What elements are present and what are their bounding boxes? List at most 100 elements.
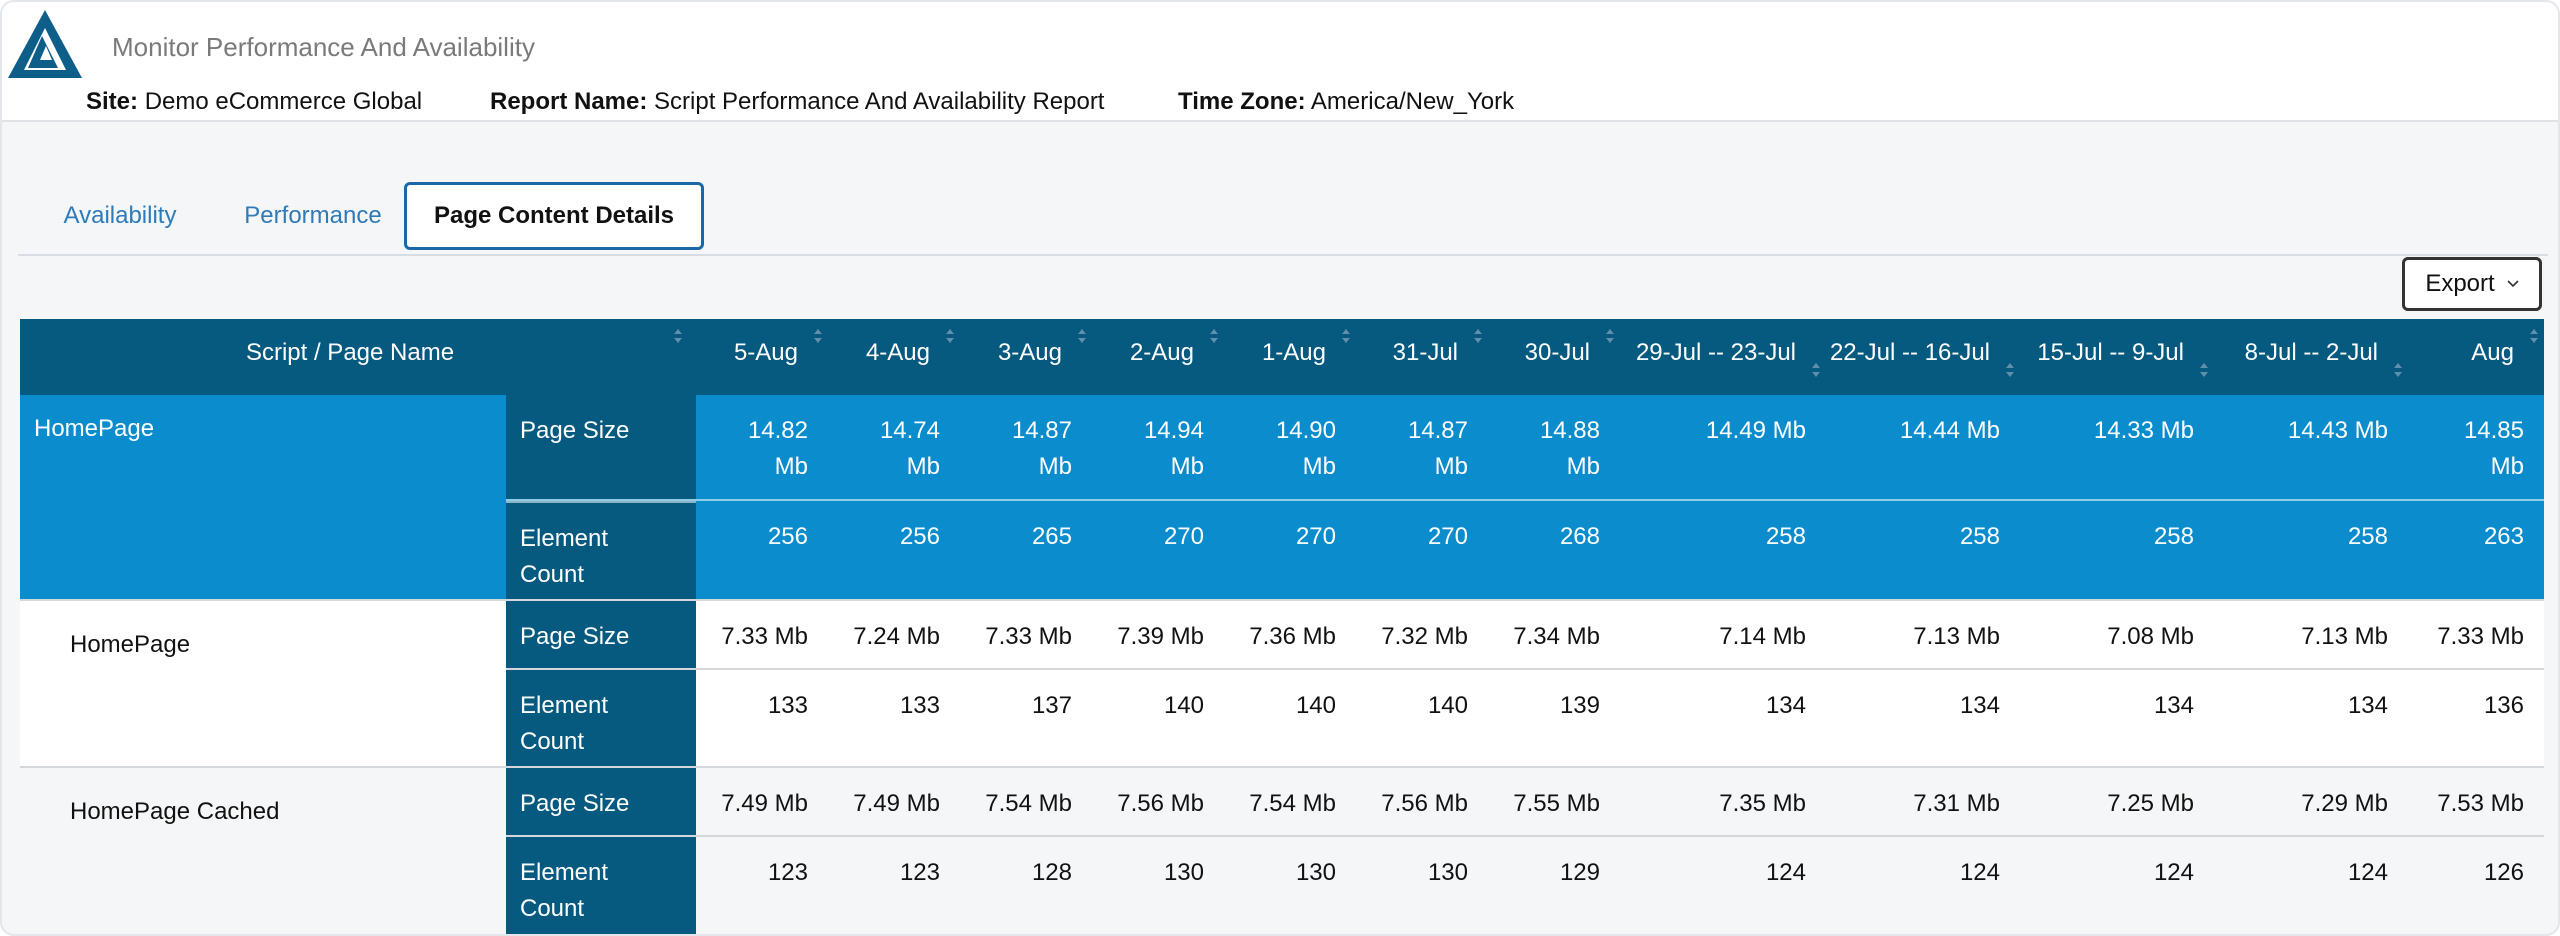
column-header-script-page-name[interactable]: Script / Page Name — [20, 319, 696, 395]
cell-value: 7.53 Mb — [2437, 790, 2524, 817]
cell-value: 258 — [1959, 523, 2000, 550]
value-cell: 134 — [2020, 670, 2214, 770]
metric-label-cell: Element Count — [506, 670, 696, 770]
report-name-info: Report Name: Script Performance And Avai… — [490, 88, 1104, 116]
value-cell: 256 — [696, 501, 828, 601]
sort-icon — [1812, 363, 1820, 377]
value-cell: 7.36 Mb — [1224, 601, 1356, 668]
cell-value: 14.74 Mb — [879, 417, 940, 480]
metric-label: Page Size — [520, 623, 630, 650]
metric-label: Element Count — [520, 692, 609, 755]
table-row: Element Count 256 256 265 270 270 270 268 258 258… — [506, 499, 2544, 601]
value-cell: 7.49 Mb — [696, 768, 828, 835]
value-cell: 14.90 Mb — [1224, 395, 1356, 499]
cell-value: 7.33 Mb — [2437, 623, 2524, 650]
cell-value: 134 — [1959, 692, 2000, 719]
value-cell: 258 — [2214, 501, 2408, 601]
value-cell: 140 — [1356, 670, 1488, 770]
value-cell: 7.24 Mb — [828, 601, 960, 668]
column-header-label: 30-Jul — [1524, 339, 1590, 366]
value-cell: 7.53 Mb — [2408, 768, 2544, 835]
cell-value: 7.24 Mb — [853, 623, 940, 650]
value-cell: 14.74 Mb — [828, 395, 960, 499]
value-cell: 134 — [2214, 670, 2408, 770]
column-header-date[interactable]: 2-Aug — [1092, 319, 1224, 395]
table-row: Page Size 14.82 Mb 14.74 Mb 14.87 Mb 14.94 M… — [506, 395, 2544, 499]
tab-availability[interactable]: Availability — [63, 202, 177, 229]
column-header-date[interactable]: 8-Jul -- 2-Jul — [2214, 319, 2408, 395]
cell-value: 14.87 Mb — [1011, 417, 1072, 480]
metric-label: Page Size — [520, 790, 630, 817]
value-cell: 7.54 Mb — [1224, 768, 1356, 835]
cell-value: 14.87 Mb — [1407, 417, 1468, 480]
value-cell: 7.08 Mb — [2020, 601, 2214, 668]
sort-icon — [1210, 329, 1218, 343]
column-header-date[interactable]: 31-Jul — [1356, 319, 1488, 395]
cell-value: 134 — [2153, 692, 2194, 719]
cell-value: 265 — [1031, 523, 1072, 550]
cell-value: 123 — [767, 859, 808, 886]
column-header-date[interactable]: 29-Jul -- 23-Jul — [1620, 319, 1826, 395]
cell-value: 136 — [2483, 692, 2524, 719]
sort-icon — [1606, 329, 1614, 343]
cell-value: 7.13 Mb — [1913, 623, 2000, 650]
table-row: Page Size 7.49 Mb 7.49 Mb 7.54 Mb 7.56 Mb 7.5… — [506, 768, 2544, 835]
value-cell: 7.33 Mb — [960, 601, 1092, 668]
value-cell: 14.88 Mb — [1488, 395, 1620, 499]
value-cell: 133 — [828, 670, 960, 770]
column-header-date[interactable]: Aug — [2408, 319, 2544, 395]
value-cell: 7.39 Mb — [1092, 601, 1224, 668]
export-button[interactable]: Export — [2402, 257, 2542, 311]
value-cell: 14.87 Mb — [960, 395, 1092, 499]
cell-value: 14.49 Mb — [1705, 417, 1806, 444]
cell-value: 7.54 Mb — [1249, 790, 1336, 817]
site-label: Site: — [86, 88, 139, 115]
cell-value: 258 — [1765, 523, 1806, 550]
value-cell: 7.25 Mb — [2020, 768, 2214, 835]
value-cell: 123 — [828, 837, 960, 934]
value-cell: 133 — [696, 670, 828, 770]
column-header-date[interactable]: 15-Jul -- 9-Jul — [2020, 319, 2214, 395]
column-header-label: 29-Jul -- 23-Jul — [1635, 339, 1796, 366]
cell-value: 14.44 Mb — [1899, 417, 2000, 444]
metric-label-cell: Page Size — [506, 395, 696, 499]
table-row: Page Size 7.33 Mb 7.24 Mb 7.33 Mb 7.39 Mb 7.3… — [506, 601, 2544, 668]
cell-value: 258 — [2347, 523, 2388, 550]
cell-value: 130 — [1427, 859, 1468, 886]
value-cell: 130 — [1356, 837, 1488, 934]
value-cell: 7.49 Mb — [828, 768, 960, 835]
value-cell: 137 — [960, 670, 1092, 770]
cell-value: 7.55 Mb — [1513, 790, 1600, 817]
cell-value: 129 — [1559, 859, 1600, 886]
column-header-date[interactable]: 5-Aug — [696, 319, 828, 395]
metric-label: Page Size — [520, 417, 630, 444]
value-cell: 14.82 Mb — [696, 395, 828, 499]
value-cell: 7.54 Mb — [960, 768, 1092, 835]
value-cell: 7.56 Mb — [1356, 768, 1488, 835]
value-cell: 7.34 Mb — [1488, 601, 1620, 668]
column-header-label: 31-Jul — [1392, 339, 1458, 366]
tab-page-content-details[interactable]: Page Content Details — [404, 182, 704, 250]
cell-value: 256 — [899, 523, 940, 550]
cell-value: 7.31 Mb — [1913, 790, 2000, 817]
report-tabs: Availability Performance Page Content De… — [18, 182, 2548, 256]
value-cell: 256 — [828, 501, 960, 601]
cell-value: 7.56 Mb — [1381, 790, 1468, 817]
sort-icon — [1342, 329, 1350, 343]
value-cell: 270 — [1356, 501, 1488, 601]
column-header-date[interactable]: 22-Jul -- 16-Jul — [1826, 319, 2020, 395]
cell-value: 263 — [2483, 523, 2524, 550]
cell-value: 7.33 Mb — [721, 623, 808, 650]
column-header-date[interactable]: 3-Aug — [960, 319, 1092, 395]
column-header-date[interactable]: 1-Aug — [1224, 319, 1356, 395]
tab-performance[interactable]: Performance — [244, 202, 382, 229]
table-row: Element Count 133 133 137 140 140 140 139 134 134… — [506, 668, 2544, 770]
metric-label: Element Count — [520, 859, 609, 922]
cell-value: 14.85 Mb — [2463, 417, 2524, 480]
column-header-date[interactable]: 4-Aug — [828, 319, 960, 395]
page-content-table: Script / Page Name 5-Aug 4-Aug 3-Aug 2-Aug 1-… — [20, 319, 2544, 934]
value-cell: 14.44 Mb — [1826, 395, 2020, 499]
value-cell: 7.13 Mb — [1826, 601, 2020, 668]
column-header-date[interactable]: 30-Jul — [1488, 319, 1620, 395]
value-cell: 124 — [1826, 837, 2020, 934]
